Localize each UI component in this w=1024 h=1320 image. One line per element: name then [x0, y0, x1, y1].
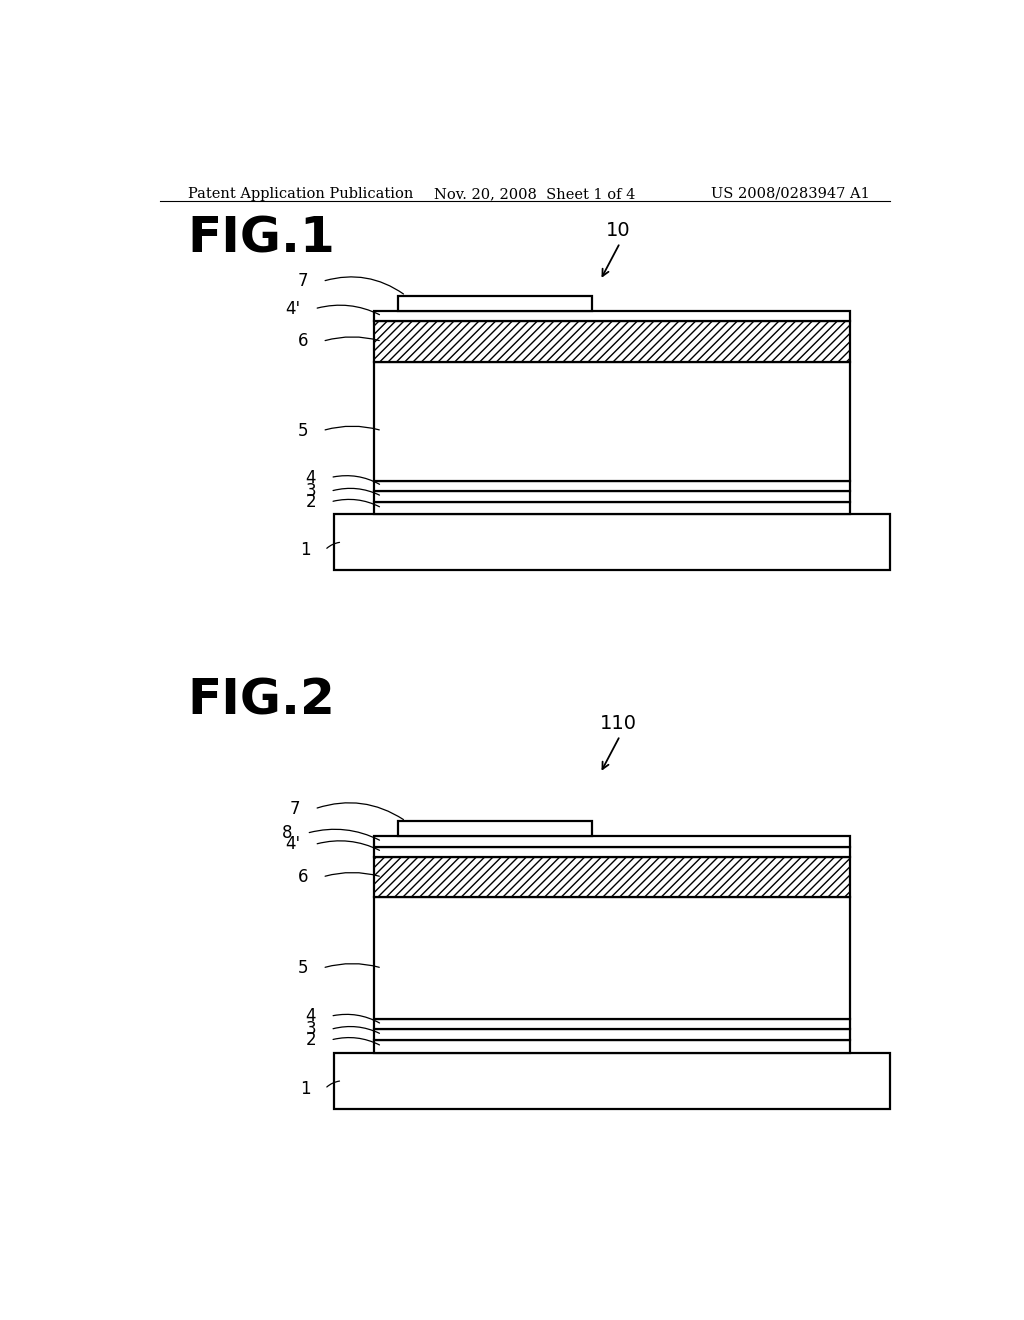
Text: 10: 10: [606, 220, 631, 240]
Text: FIG.2: FIG.2: [187, 677, 336, 725]
Bar: [374, 857, 850, 898]
Text: 4: 4: [305, 1007, 316, 1026]
Bar: [374, 312, 850, 321]
Bar: [374, 491, 850, 502]
Text: 6: 6: [298, 333, 308, 350]
Text: US 2008/0283947 A1: US 2008/0283947 A1: [712, 187, 870, 201]
Text: Patent Application Publication: Patent Application Publication: [187, 187, 413, 201]
Bar: [374, 1040, 850, 1053]
Text: 1: 1: [300, 541, 310, 560]
Bar: [397, 821, 592, 837]
Text: 3: 3: [305, 482, 316, 500]
Text: 3: 3: [305, 1020, 316, 1039]
Bar: [374, 846, 850, 857]
Bar: [374, 1030, 850, 1040]
Bar: [374, 321, 850, 362]
Text: 8: 8: [282, 824, 292, 842]
Text: 1: 1: [300, 1080, 310, 1098]
Text: 5: 5: [298, 421, 308, 440]
Bar: [374, 362, 850, 480]
Text: 5: 5: [298, 960, 308, 977]
Text: 6: 6: [298, 869, 308, 886]
Bar: [334, 515, 890, 570]
Text: 110: 110: [600, 714, 637, 733]
Text: 4: 4: [305, 469, 316, 487]
Text: FIG.1: FIG.1: [187, 214, 336, 263]
Text: 2: 2: [305, 1031, 316, 1049]
Text: 2: 2: [305, 492, 316, 511]
Bar: [374, 480, 850, 491]
Bar: [334, 1053, 890, 1109]
Text: 4': 4': [285, 300, 300, 318]
Bar: [374, 502, 850, 515]
Bar: [374, 1019, 850, 1030]
Text: Nov. 20, 2008  Sheet 1 of 4: Nov. 20, 2008 Sheet 1 of 4: [433, 187, 635, 201]
Text: 7: 7: [290, 800, 300, 818]
Bar: [374, 898, 850, 1019]
Bar: [374, 837, 850, 846]
Text: 7: 7: [298, 272, 308, 290]
Bar: [397, 296, 592, 312]
Text: 4': 4': [285, 836, 300, 854]
